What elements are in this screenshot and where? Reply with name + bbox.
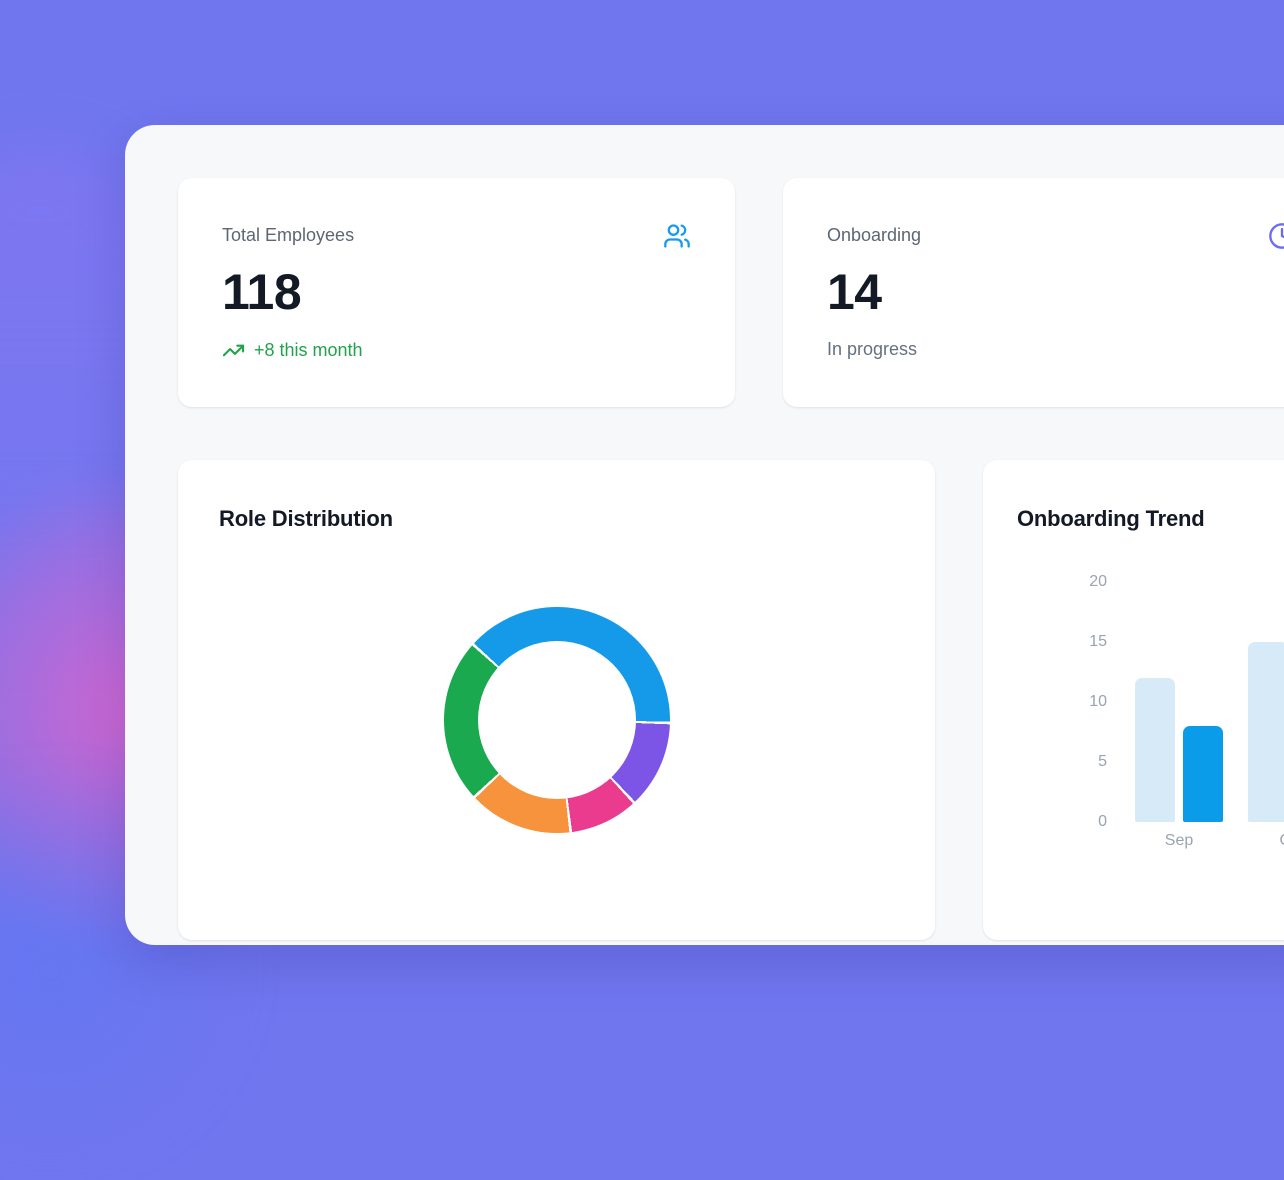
card-onboarding-trend: Onboarding Trend 0 5 10 15 20 Sep Oct [983, 460, 1284, 940]
stat-delta: +8 this month [222, 339, 691, 362]
stat-card-header: Total Employees [222, 222, 691, 250]
chart-title: Role Distribution [219, 506, 393, 531]
y-axis-tick: 15 [1089, 633, 1107, 650]
users-icon [663, 222, 691, 250]
y-axis-tick: 0 [1098, 813, 1107, 830]
stat-delta-text: +8 this month [254, 340, 363, 360]
clock-icon [1268, 222, 1284, 250]
trending-up-icon [222, 339, 245, 362]
donut-hole [478, 641, 636, 799]
y-axis-tick: 20 [1089, 573, 1107, 590]
stat-card-onboarding: Onboarding 14 In progress [783, 178, 1284, 407]
bar-oct-light-blue-series [1248, 642, 1284, 822]
x-axis-label: Oct [1252, 832, 1284, 850]
role-distribution-donut [444, 607, 670, 833]
card-role-distribution: Role Distribution [178, 460, 935, 940]
bar-sep-dark-blue-series [1183, 726, 1223, 822]
onboarding-trend-plot: 0 5 10 15 20 Sep Oct [983, 460, 1284, 940]
y-axis-tick: 5 [1098, 753, 1107, 770]
y-axis-tick: 10 [1089, 693, 1107, 710]
stat-card-header: Onboarding [827, 222, 1284, 250]
stat-value: 118 [222, 264, 302, 320]
chart-title: Onboarding Trend [1017, 506, 1205, 531]
stat-subtext: In progress [827, 339, 918, 359]
x-axis-label: Sep [1164, 832, 1194, 849]
stat-label: Onboarding [827, 225, 922, 245]
stat-card-total-employees: Total Employees 118 +8 this month [178, 178, 735, 407]
stat-label: Total Employees [222, 225, 355, 245]
bar-sep-light-blue-series [1135, 678, 1175, 822]
stat-value: 14 [827, 264, 882, 320]
